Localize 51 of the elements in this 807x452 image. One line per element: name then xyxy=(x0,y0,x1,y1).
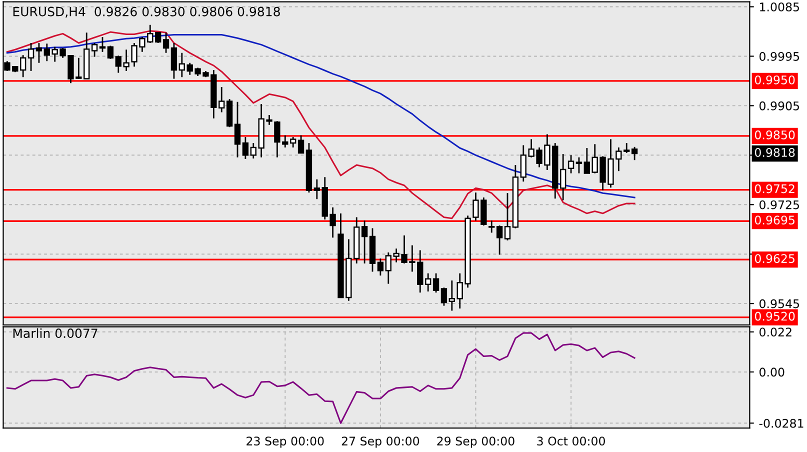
candlestick xyxy=(28,42,34,72)
candlestick xyxy=(107,45,114,60)
candlestick xyxy=(91,42,98,58)
candlestick xyxy=(361,220,368,264)
candlestick xyxy=(496,224,503,256)
candlestick xyxy=(234,101,241,158)
y-tick-label: -0.0281 xyxy=(759,418,804,428)
x-tick-label: 29 Sep 00:00 xyxy=(437,436,514,448)
y-tick-label: 0.9545 xyxy=(760,299,800,308)
candlestick xyxy=(504,192,511,242)
candlestick xyxy=(440,286,448,306)
candlestick xyxy=(290,136,296,148)
candlestick xyxy=(44,42,50,62)
x-tick-label: 3 Oct 00:00 xyxy=(537,436,605,446)
candlestick xyxy=(432,272,440,294)
candlestick xyxy=(162,32,170,54)
candlestick xyxy=(178,52,185,78)
candlestick xyxy=(298,134,304,154)
candlestick xyxy=(576,156,582,174)
ref-line-label: 0.9520 xyxy=(754,312,795,321)
candlestick xyxy=(36,42,42,64)
candlestick xyxy=(568,154,574,174)
candlestick xyxy=(631,146,638,161)
y-tick-label: 0.9905 xyxy=(760,101,800,110)
ref-line-label: 0.9850 xyxy=(754,130,795,140)
text: 0.9818 xyxy=(754,148,795,157)
chart-title: Marlin 0.0077 xyxy=(13,328,98,338)
y-tick-label: 1.0085 xyxy=(760,2,800,12)
candlestick xyxy=(314,178,320,200)
y-tick-label: 0.9995 xyxy=(760,52,800,61)
candlestick xyxy=(377,258,384,276)
y-tick-label: 0.022 xyxy=(760,328,792,337)
ref-line-label: 0.9950 xyxy=(754,75,795,84)
chart-title: EURUSD,H4 0.9826 0.9830 0.9806 0.9818 xyxy=(13,6,280,18)
y-tick-label: 0.00 xyxy=(760,368,784,377)
candlestick xyxy=(242,136,249,160)
candlestick xyxy=(584,147,590,174)
candlestick xyxy=(99,36,106,53)
ref-line-label: 0.9625 xyxy=(754,254,794,264)
candlestick xyxy=(560,153,566,201)
candlestick xyxy=(488,220,495,234)
candlestick xyxy=(20,54,26,78)
x-tick-label: 23 Sep 00:00 xyxy=(246,436,324,448)
candlestick xyxy=(424,272,432,292)
ref-line-label: 0.9752 xyxy=(754,184,794,194)
ref-line-label: 0.9695 xyxy=(754,216,794,225)
candlestick xyxy=(170,42,178,80)
x-tick-label: 27 Sep 00:00 xyxy=(342,436,420,448)
y-tick-label: 0.9725 xyxy=(760,200,800,210)
candlestick xyxy=(448,280,455,312)
candlestick xyxy=(154,31,162,44)
